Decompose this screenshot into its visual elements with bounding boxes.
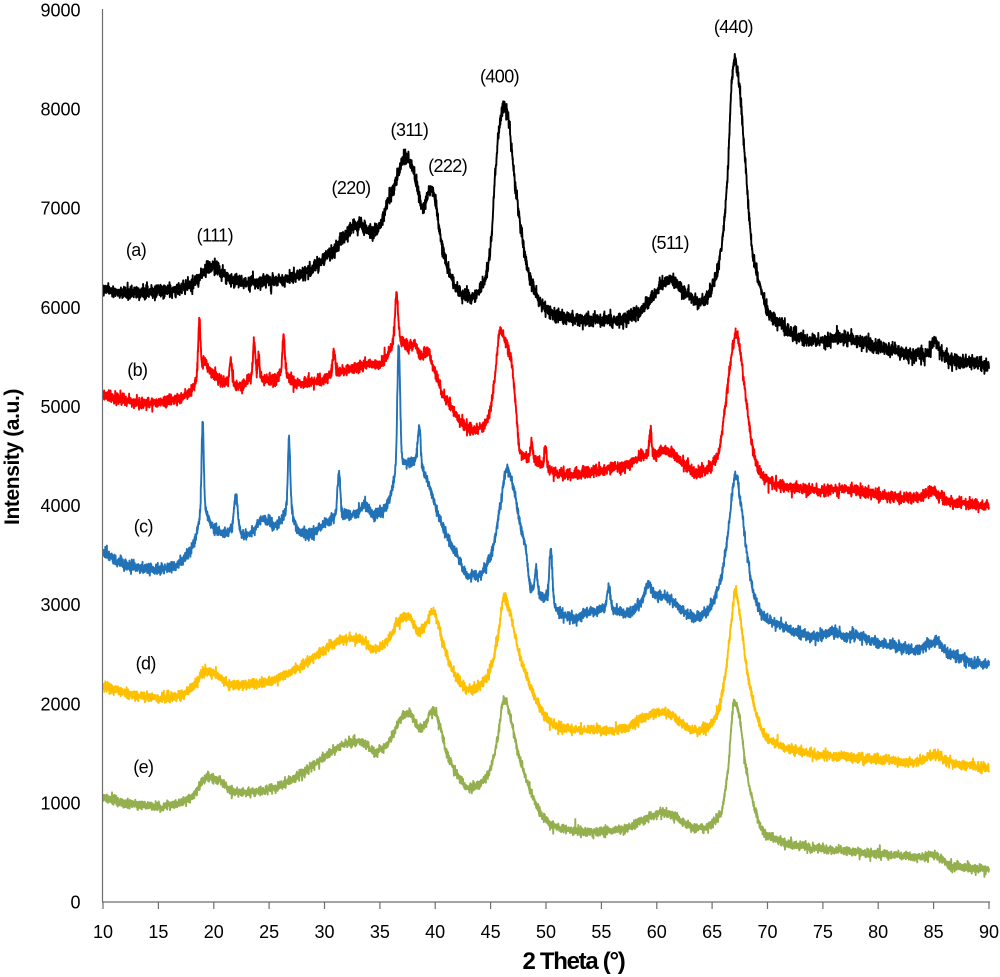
- svg-text:2 Theta (°): 2 Theta (°): [523, 948, 625, 975]
- svg-text:9000: 9000: [40, 1, 80, 21]
- svg-text:(222): (222): [428, 156, 467, 176]
- svg-text:1000: 1000: [40, 793, 80, 813]
- svg-text:15: 15: [148, 922, 168, 942]
- svg-text:(d): (d): [136, 653, 156, 673]
- svg-text:2000: 2000: [40, 694, 80, 714]
- svg-text:35: 35: [370, 922, 390, 942]
- svg-text:55: 55: [591, 922, 611, 942]
- svg-text:60: 60: [647, 922, 667, 942]
- svg-text:(a): (a): [126, 240, 146, 260]
- svg-text:0: 0: [70, 893, 80, 913]
- svg-text:65: 65: [702, 922, 722, 942]
- svg-text:4000: 4000: [40, 496, 80, 516]
- svg-text:8000: 8000: [40, 100, 80, 120]
- svg-text:80: 80: [868, 922, 888, 942]
- svg-text:5000: 5000: [40, 397, 80, 417]
- svg-text:Intensity (a.u.): Intensity (a.u.): [1, 389, 24, 525]
- svg-text:85: 85: [924, 922, 944, 942]
- svg-text:6000: 6000: [40, 298, 80, 318]
- svg-text:(b): (b): [127, 360, 147, 380]
- svg-text:75: 75: [813, 922, 833, 942]
- svg-text:10: 10: [93, 922, 113, 942]
- svg-text:(400): (400): [480, 67, 519, 87]
- svg-text:(511): (511): [651, 233, 689, 253]
- svg-text:25: 25: [259, 922, 279, 942]
- svg-text:(440): (440): [714, 17, 753, 37]
- svg-text:3000: 3000: [40, 595, 80, 615]
- svg-text:(311): (311): [391, 120, 429, 140]
- svg-text:30: 30: [314, 922, 334, 942]
- svg-text:(c): (c): [134, 516, 153, 536]
- svg-text:40: 40: [425, 922, 445, 942]
- svg-text:7000: 7000: [40, 199, 80, 219]
- svg-text:(220): (220): [331, 178, 370, 198]
- svg-text:(e): (e): [133, 757, 153, 777]
- svg-text:45: 45: [481, 922, 501, 942]
- svg-text:50: 50: [536, 922, 556, 942]
- svg-text:90: 90: [979, 922, 999, 942]
- svg-text:(111): (111): [197, 226, 233, 246]
- svg-text:20: 20: [204, 922, 224, 942]
- svg-text:70: 70: [757, 922, 777, 942]
